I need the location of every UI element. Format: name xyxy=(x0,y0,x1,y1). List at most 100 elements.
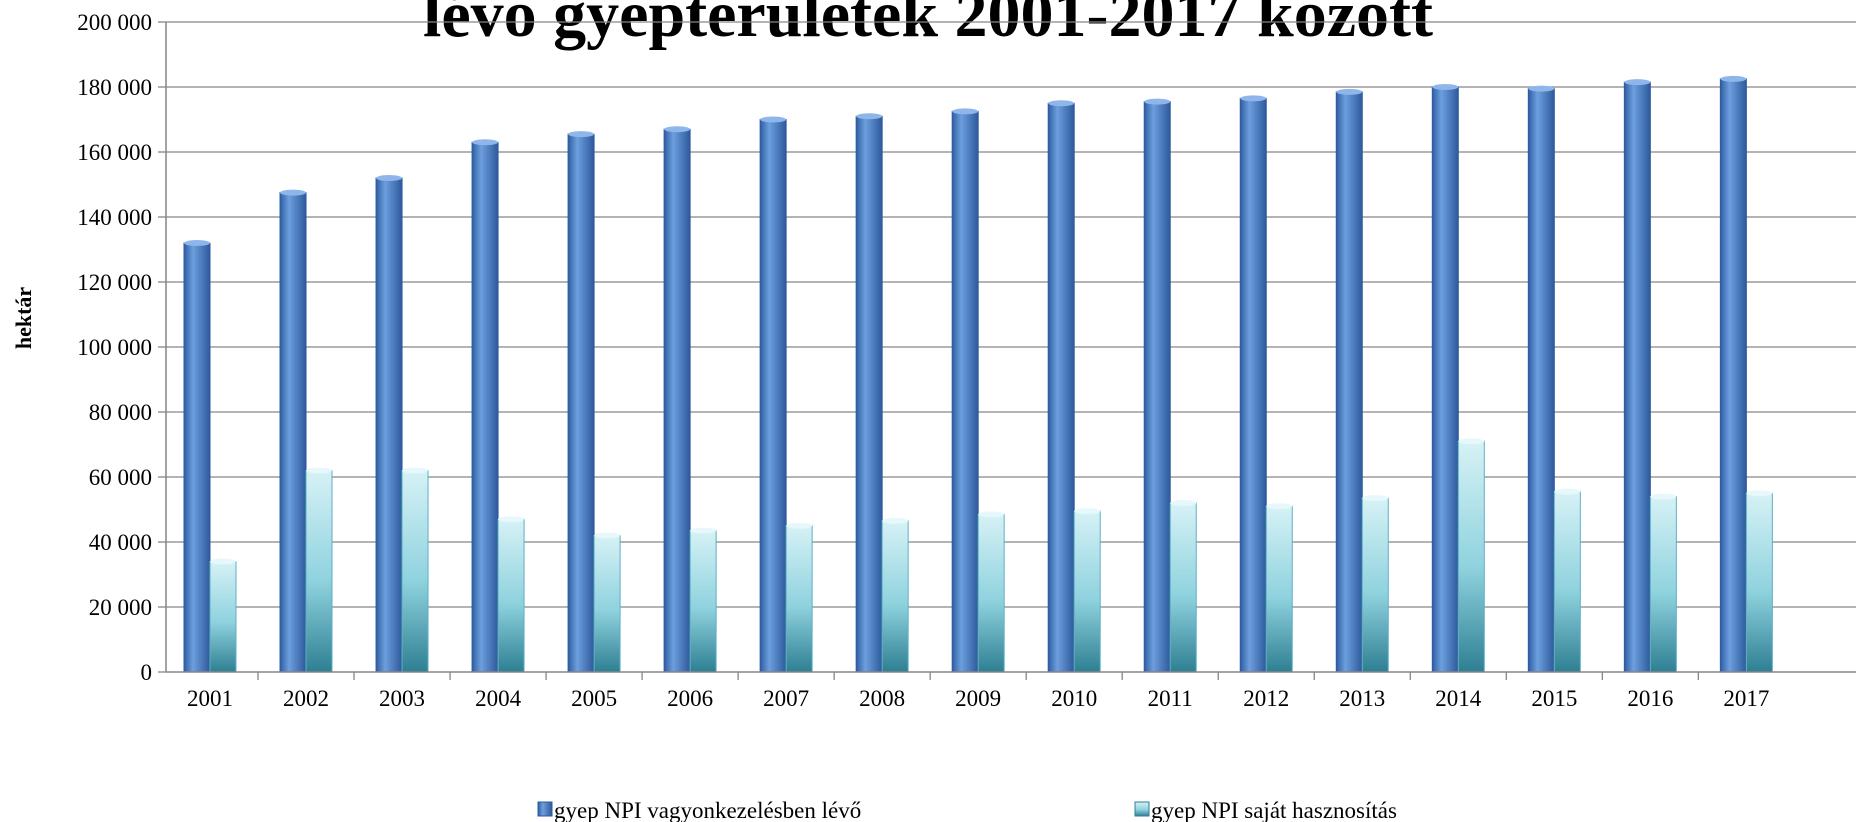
bar-sajat-hasznositas-2003 xyxy=(401,470,429,673)
bar-top-cap xyxy=(306,467,333,474)
chart-title: lévő gyepterületek 2001-2017 között xyxy=(423,0,1433,51)
gridlines xyxy=(166,21,1856,608)
bar-vagyonkezeles-2012 xyxy=(1239,97,1267,673)
bar-sajat-hasznositas-2016 xyxy=(1649,496,1677,673)
bar-top-cap xyxy=(1240,95,1267,102)
bar-vagyonkezeles-2015 xyxy=(1527,88,1555,673)
bar-vagyonkezeles-2001 xyxy=(183,242,211,673)
y-tick-label: 120 000 xyxy=(77,270,152,295)
bar-top-cap xyxy=(1144,98,1171,105)
bar-top-cap xyxy=(568,131,595,138)
bar-top-cap xyxy=(1170,500,1197,506)
bar-top-cap xyxy=(280,189,307,196)
y-tick-label: 20 000 xyxy=(89,595,152,620)
bar-top-cap xyxy=(1554,488,1581,495)
x-tick-label: 2001 xyxy=(187,686,233,711)
bar-sajat-hasznositas-2015 xyxy=(1553,491,1581,673)
y-axis-ticks: 0 20 000 40 000 60 000 80 000 100 000 120 000 1… xyxy=(77,10,166,685)
bar-top-cap xyxy=(1528,85,1555,92)
bar-top-cap xyxy=(760,116,787,123)
bar-top-cap xyxy=(184,240,210,246)
y-axis-label: hektár xyxy=(11,287,36,350)
bar-vagyonkezeles-2002 xyxy=(279,192,307,673)
bar-top-cap xyxy=(402,467,429,474)
x-tick-label: 2002 xyxy=(283,686,329,711)
x-tick-label: 2004 xyxy=(475,686,522,711)
x-tick-label: 2017 xyxy=(1723,686,1769,711)
bar-sajat-hasznositas-2013 xyxy=(1361,497,1389,673)
y-tick-label: 140 000 xyxy=(77,205,152,230)
x-tick-label: 2005 xyxy=(571,686,617,711)
bar-top-cap xyxy=(594,532,621,539)
bar-vagyonkezeles-2004 xyxy=(471,141,499,673)
x-axis-ticks: 2001 2002 2003 2004 2005 2006 2007 2008 2009 2010… xyxy=(187,672,1769,711)
x-tick-label: 2016 xyxy=(1627,686,1673,711)
bar-vagyonkezeles-2013 xyxy=(1335,91,1363,673)
bar-vagyonkezeles-2003 xyxy=(375,177,403,673)
y-tick-label: 0 xyxy=(141,660,153,685)
x-tick-label: 2014 xyxy=(1435,686,1482,711)
x-tick-label: 2009 xyxy=(955,686,1001,711)
bar-top-cap xyxy=(978,511,1005,518)
bar-vagyonkezeles-2017 xyxy=(1719,78,1747,673)
y-tick-label: 60 000 xyxy=(89,465,152,490)
bar-sajat-hasznositas-2011 xyxy=(1169,502,1197,673)
bar-sajat-hasznositas-2014 xyxy=(1457,440,1485,673)
bar-top-cap xyxy=(1720,75,1747,82)
y-tick-label: 80 000 xyxy=(89,400,152,425)
x-tick-label: 2013 xyxy=(1339,686,1385,711)
bar-vagyonkezeles-2008 xyxy=(855,115,883,673)
bar-sajat-hasznositas-2005 xyxy=(593,535,621,673)
bar-sajat-hasznositas-2007 xyxy=(785,525,813,673)
bar-top-cap xyxy=(1048,100,1075,107)
bar-top-cap xyxy=(786,522,813,529)
bar-top-cap xyxy=(1336,88,1363,95)
bar-vagyonkezeles-2005 xyxy=(567,133,595,673)
bar-vagyonkezeles-2016 xyxy=(1623,81,1651,673)
x-tick-label: 2006 xyxy=(667,686,713,711)
legend: gyep NPI vagyonkezelésben lévő gyep NPI … xyxy=(537,798,1397,822)
x-tick-label: 2010 xyxy=(1051,686,1097,711)
bar-vagyonkezeles-2007 xyxy=(759,119,787,673)
bar-top-cap xyxy=(498,516,525,523)
legend-swatch-series-2 xyxy=(1134,801,1150,817)
bar-sajat-hasznositas-2012 xyxy=(1265,505,1293,673)
bar-sajat-hasznositas-2017 xyxy=(1745,492,1773,673)
x-tick-label: 2011 xyxy=(1148,686,1193,711)
bar-top-cap xyxy=(1266,503,1293,510)
legend-swatch-series-1 xyxy=(537,801,553,817)
legend-label-series-2: gyep NPI saját hasznosítás xyxy=(1151,798,1397,822)
x-tick-label: 2003 xyxy=(379,686,425,711)
bar-top-cap xyxy=(856,113,883,120)
bar-top-cap xyxy=(1074,508,1101,515)
y-tick-label: 100 000 xyxy=(77,335,152,360)
bars xyxy=(183,75,1773,673)
bar-sajat-hasznositas-2001 xyxy=(209,561,237,673)
bar-sajat-hasznositas-2006 xyxy=(689,530,717,673)
bar-top-cap xyxy=(882,517,909,524)
x-tick-label: 2008 xyxy=(859,686,905,711)
bar-top-cap xyxy=(1362,495,1389,502)
y-tick-label: 200 000 xyxy=(77,10,152,35)
bar-top-cap xyxy=(690,527,717,534)
x-tick-label: 2007 xyxy=(763,686,809,711)
bar-sajat-hasznositas-2010 xyxy=(1073,510,1101,673)
bar-vagyonkezeles-2011 xyxy=(1143,101,1171,673)
bar-sajat-hasznositas-2008 xyxy=(881,520,909,673)
y-tick-label: 160 000 xyxy=(77,140,152,165)
bar-vagyonkezeles-2006 xyxy=(663,128,691,673)
bar-top-cap xyxy=(210,558,236,565)
y-tick-label: 180 000 xyxy=(77,75,152,100)
bar-top-cap xyxy=(1624,79,1651,86)
bar-top-cap xyxy=(952,108,979,115)
legend-label-series-1: gyep NPI vagyonkezelésben lévő xyxy=(554,798,861,822)
bar-sajat-hasznositas-2004 xyxy=(497,518,525,673)
bar-top-cap xyxy=(1432,84,1459,90)
bar-vagyonkezeles-2009 xyxy=(951,110,979,673)
bar-top-cap xyxy=(1650,493,1677,500)
x-tick-label: 2012 xyxy=(1243,686,1289,711)
bar-top-cap xyxy=(1746,490,1773,497)
x-tick-label: 2015 xyxy=(1531,686,1577,711)
bar-top-cap xyxy=(1458,438,1485,445)
